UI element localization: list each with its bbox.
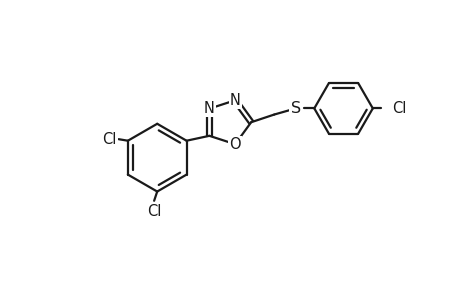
Text: Cl: Cl (146, 204, 161, 219)
Text: S: S (290, 101, 300, 116)
Text: Cl: Cl (102, 132, 116, 147)
Text: N: N (203, 101, 214, 116)
Text: Cl: Cl (391, 101, 406, 116)
Text: O: O (229, 137, 241, 152)
Text: N: N (229, 93, 240, 108)
